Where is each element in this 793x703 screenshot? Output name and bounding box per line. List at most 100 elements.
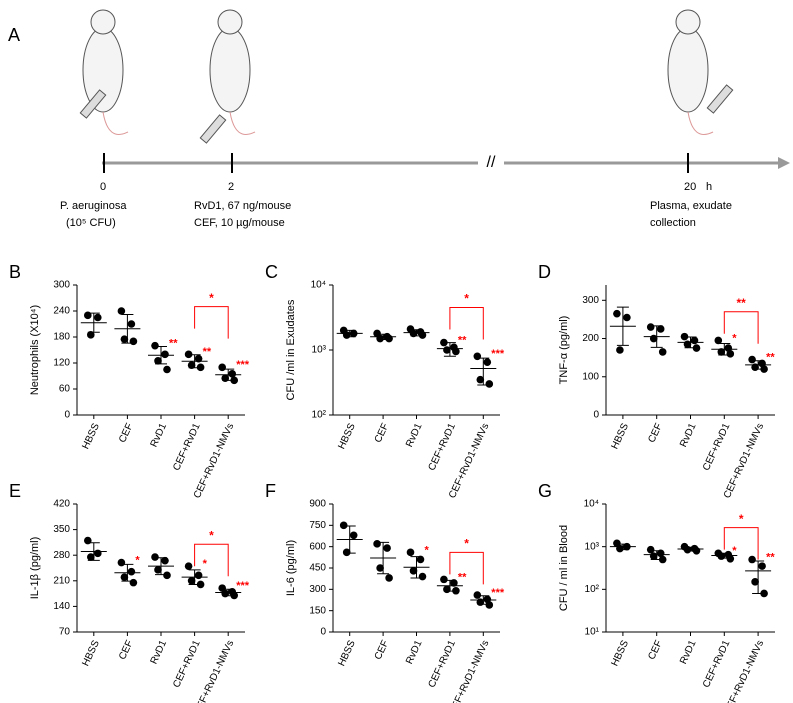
data-point [485,601,494,609]
y-tick-label: 140 [53,601,70,612]
data-point [409,329,418,338]
data-point [476,375,485,384]
significance-bracket [194,543,229,577]
data-point [87,553,95,561]
y-axis-label: Neutrophils (X10⁴) [29,305,41,395]
y-tick-label: 150 [309,605,326,616]
x-tick-label: CEF+RvD1 [701,638,733,689]
data-point [87,331,95,339]
data-point [656,325,665,333]
x-tick-label: CEF [646,639,664,662]
event-label: P. aeruginosa [60,200,127,212]
x-tick-label: HBSS [336,421,358,451]
data-point [726,554,735,563]
x-tick-label: CEF [646,422,664,445]
significance-star: *** [236,359,250,371]
y-tick-label: 600 [309,541,326,552]
data-point [117,558,126,567]
error-bar [684,546,697,552]
error-bar [410,329,423,337]
bracket-label: * [739,512,744,526]
data-point [452,347,460,356]
data-point [717,348,726,356]
x-tick-label: RvD1 [149,638,170,666]
error-bar [718,552,731,559]
data-point [658,348,667,356]
data-point [194,354,203,363]
mouse-illustration [79,9,734,144]
significance-bracket [723,527,759,560]
x-tick-label: RvD1 [678,638,699,666]
y-tick-label: 0 [320,627,326,638]
bracket-label: * [464,292,469,306]
data-point [616,346,624,354]
data-point [120,335,129,343]
y-tick-label: 210 [53,575,70,586]
panel-label: C [265,262,278,282]
data-point [161,556,169,565]
data-point [409,567,418,575]
data-point [473,352,482,361]
y-tick-label: 300 [582,295,599,306]
time-label: 20 [684,181,696,193]
data-point [129,337,138,346]
error-bar [377,333,390,341]
error-bar [477,357,490,386]
data-point [748,355,756,364]
data-point [151,553,159,561]
error-bar [650,550,663,561]
data-point [154,357,162,365]
event-label: RvD1, 67 ng/mouse [194,200,291,212]
data-point [349,531,358,540]
error-bar [87,312,100,333]
error-bar [121,563,134,582]
panel-label: E [9,481,21,501]
y-tick-label: 900 [309,499,326,510]
significance-star: ** [169,338,178,350]
panel-label: F [265,481,276,501]
significance-bracket [194,306,229,339]
error-bar [616,306,629,346]
data-point [151,341,159,350]
panel-label: D [538,262,551,282]
error-bar [684,336,697,349]
significance-bracket [723,311,759,344]
data-point [194,571,203,580]
y-tick-label: 350 [53,524,70,535]
data-point [342,548,351,557]
data-point [385,574,393,582]
error-bar [752,360,765,370]
data-point [443,346,451,354]
error-bar [87,542,100,561]
panel-label: G [538,481,552,501]
data-point [483,358,492,366]
data-point [714,336,723,345]
bracket-label: * [464,537,469,551]
x-tick-label: RvD1 [149,421,170,449]
data-point [613,309,621,318]
significance-bracket [449,551,484,585]
data-point [161,350,169,359]
data-point [751,578,759,586]
data-point [646,545,655,554]
y-tick-label: 10⁴ [584,499,599,510]
data-point [94,313,102,322]
panel-label: B [9,262,21,282]
data-point [117,307,126,315]
axis-break: // [487,154,496,171]
error-bar [343,525,356,554]
significance-star: * [135,554,140,566]
x-tick-label: CEF+RvD1 [171,421,203,472]
x-tick-label: CEF [373,639,391,662]
significance-star: ** [766,551,775,563]
data-point [385,334,393,343]
y-tick-label: 300 [309,584,326,595]
y-axis-label: IL-1β (pg/ml) [29,537,41,600]
y-tick-label: 280 [53,550,70,561]
error-bar [188,569,201,585]
x-tick-label: RvD1 [678,421,699,449]
y-tick-label: 0 [593,410,599,421]
error-bar [718,343,731,356]
data-point [127,320,136,328]
x-tick-label: CEF+RvD1 [171,638,203,689]
